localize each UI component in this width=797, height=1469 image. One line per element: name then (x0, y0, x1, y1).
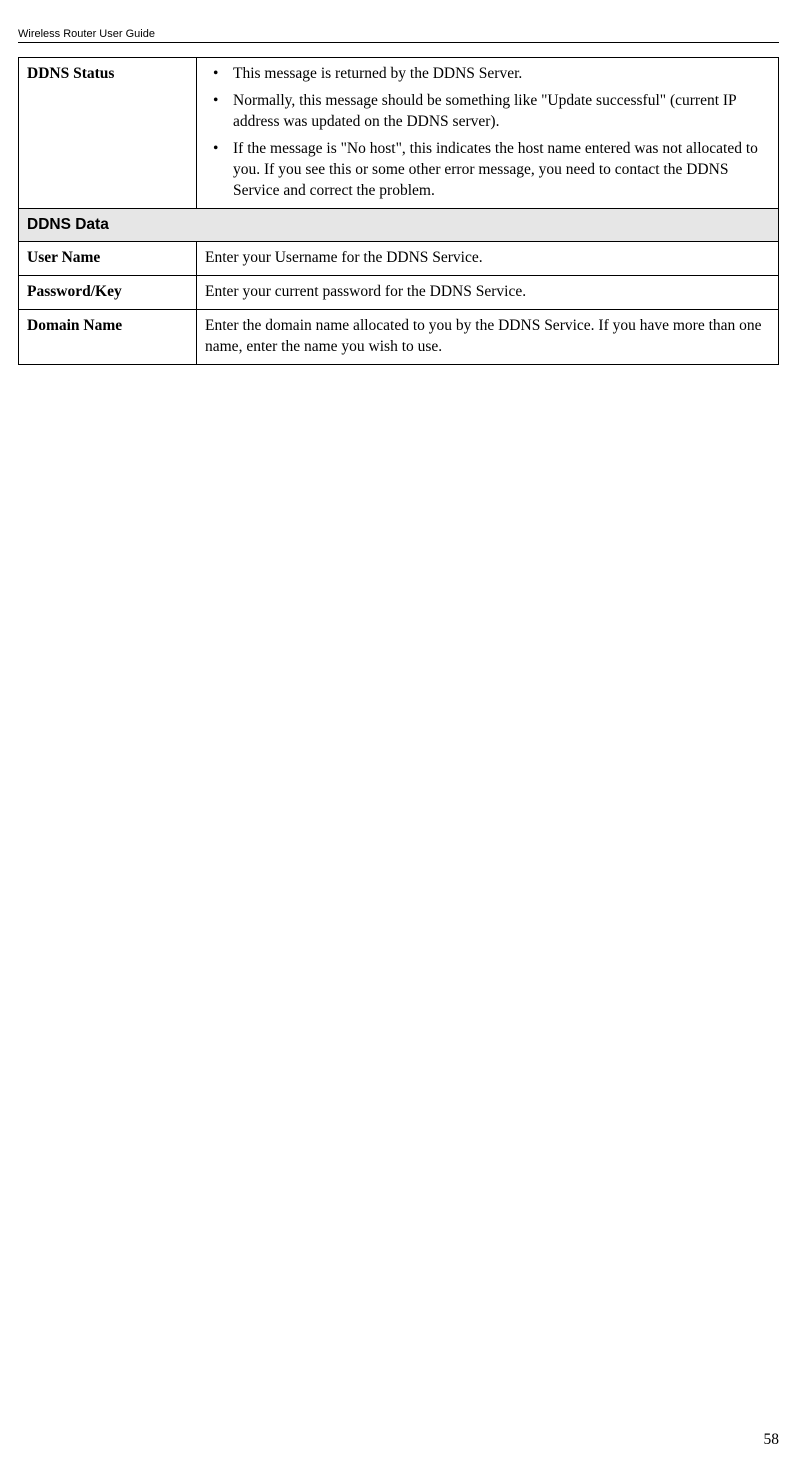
label-user-name: User Name (19, 242, 197, 276)
page-container: Wireless Router User Guide DDNS Status T… (0, 0, 797, 1469)
row-user-name: User Name Enter your Username for the DD… (19, 242, 779, 276)
ddns-status-bullets: This message is returned by the DDNS Ser… (205, 64, 770, 202)
ddns-status-bullet-3: If the message is "No host", this indica… (205, 139, 770, 202)
value-password-key: Enter your current password for the DDNS… (197, 276, 779, 310)
ddns-status-bullet-1: This message is returned by the DDNS Ser… (205, 64, 770, 85)
label-ddns-status: DDNS Status (19, 58, 197, 209)
value-domain-name: Enter the domain name allocated to you b… (197, 310, 779, 365)
header-rule (18, 42, 779, 43)
row-password-key: Password/Key Enter your current password… (19, 276, 779, 310)
label-domain-name: Domain Name (19, 310, 197, 365)
section-ddns-data-label: DDNS Data (19, 208, 779, 242)
value-user-name: Enter your Username for the DDNS Service… (197, 242, 779, 276)
label-password-key: Password/Key (19, 276, 197, 310)
value-ddns-status: This message is returned by the DDNS Ser… (197, 58, 779, 209)
ddns-settings-table: DDNS Status This message is returned by … (18, 57, 779, 365)
page-header-title: Wireless Router User Guide (18, 28, 779, 40)
section-ddns-data: DDNS Data (19, 208, 779, 242)
page-number: 58 (764, 1431, 780, 1449)
row-ddns-status: DDNS Status This message is returned by … (19, 58, 779, 209)
row-domain-name: Domain Name Enter the domain name alloca… (19, 310, 779, 365)
ddns-status-bullet-2: Normally, this message should be somethi… (205, 91, 770, 133)
